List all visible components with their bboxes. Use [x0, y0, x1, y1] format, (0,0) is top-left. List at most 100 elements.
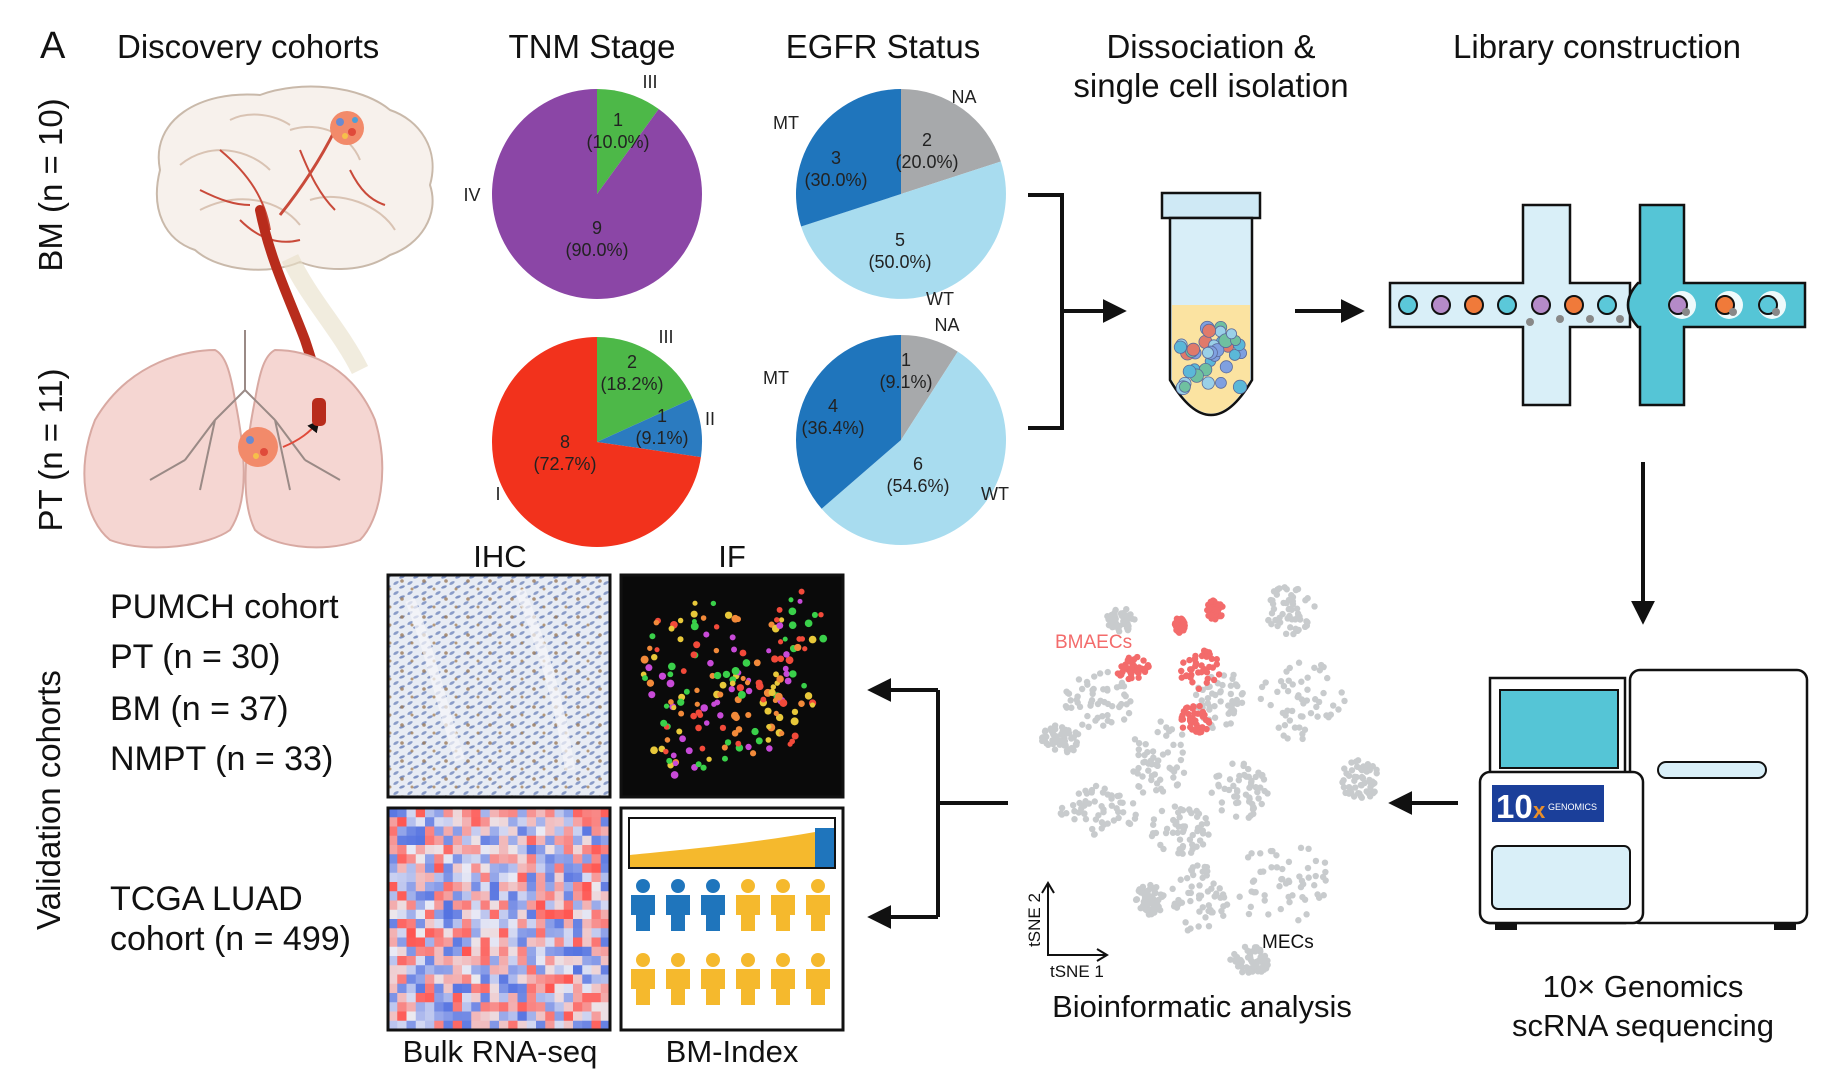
heat-cell [489, 928, 500, 938]
tsne-dot [1322, 877, 1329, 884]
heat-cell [508, 845, 518, 855]
if-cell [713, 624, 720, 630]
heat-cell [554, 891, 565, 901]
egfr_pt-slice-label-2: MT [763, 368, 789, 388]
heat-cell [462, 891, 472, 901]
tsne-dot [1275, 724, 1282, 731]
if-cell [724, 611, 733, 619]
if-cell [791, 708, 799, 716]
heat-cell [388, 854, 398, 864]
heat-cell [573, 872, 583, 883]
tsne-dot [1058, 804, 1066, 812]
tsne-dot [1261, 892, 1268, 899]
heat-cell [563, 965, 574, 975]
tsne-dot [1091, 798, 1098, 805]
person-body [771, 969, 795, 1005]
heat-cell [517, 900, 528, 911]
tsne-dot [1339, 779, 1346, 786]
tsne-dot [1108, 802, 1116, 809]
tsne-dot [1176, 836, 1184, 843]
heat-cell [573, 919, 583, 929]
egfr_bm-slice-label-0: NA [951, 87, 976, 107]
heat-cell [397, 928, 407, 938]
heat-cell [508, 909, 518, 920]
tsne-dot [1366, 776, 1373, 784]
if-cell [742, 659, 751, 667]
heat-cell [397, 965, 407, 975]
heat-cell [425, 983, 435, 994]
if-cell [760, 696, 767, 703]
tsne-dot [1238, 691, 1246, 698]
tsne-dot [1342, 789, 1349, 797]
if-cell [789, 670, 797, 678]
heat-cell [406, 854, 417, 864]
heat-cell [600, 826, 611, 837]
person-body [736, 969, 760, 1005]
if-cell [779, 699, 788, 707]
tsne-dot [1145, 887, 1152, 894]
heat-cell [434, 826, 444, 837]
tsne-dot [1179, 828, 1187, 836]
tsne-dot [1196, 825, 1203, 833]
heat-cell [443, 854, 454, 864]
tsne-dot [1226, 776, 1234, 783]
bm-side-label: BM (n = 10) [32, 98, 69, 271]
tsne-dot [1289, 681, 1296, 688]
heat-cell [415, 872, 426, 883]
tsne-dot-bmaec [1141, 668, 1149, 676]
if-cell [794, 643, 802, 652]
tsne-dot [1189, 831, 1196, 839]
heat-cell [582, 1002, 592, 1012]
heat-cell [499, 983, 509, 994]
tsne-dot [1341, 697, 1348, 705]
if-cell [710, 600, 717, 607]
tsne-dot [1076, 799, 1083, 807]
heat-cell [452, 1002, 463, 1012]
tsne-dot-bmaec [1178, 674, 1185, 681]
tsne-dot-bmaec [1204, 717, 1212, 725]
if-cell [719, 724, 727, 732]
heat-cell [471, 909, 481, 920]
heat-cell [554, 817, 565, 827]
tsne-dot [1304, 619, 1311, 626]
heat-cell [563, 1011, 574, 1022]
heat-cell [499, 1002, 509, 1012]
tsne-dot [1188, 883, 1195, 890]
heat-cell [573, 1002, 583, 1012]
heat-cell [406, 882, 417, 892]
person-head [671, 879, 685, 893]
egfr_bm-slice-0 [901, 89, 1001, 194]
pie-charts: 1(10.0%)III9(90.0%)IV2(18.2%)III1(9.1%)I… [463, 72, 1009, 547]
heat-cell [471, 919, 481, 929]
heat-cell [536, 1011, 546, 1022]
heat-cell [536, 946, 546, 957]
heat-cell [489, 882, 500, 892]
if-cell [695, 761, 702, 768]
tsne-dot [1056, 737, 1064, 744]
heat-cell [425, 993, 435, 1003]
heat-cell [480, 974, 491, 985]
tsne-dot [1065, 730, 1072, 737]
tsne-dot [1295, 917, 1302, 924]
heat-cell [388, 983, 398, 994]
heat-cell [415, 882, 426, 892]
logo-x: x [1533, 798, 1546, 823]
tsne-dot-bmaec [1178, 667, 1185, 675]
heat-cell [526, 826, 537, 837]
heat-cell [526, 1020, 537, 1031]
heat-cell [508, 956, 518, 966]
tsne-dot-bmaec [1203, 653, 1210, 660]
tsne-dot [1220, 672, 1228, 679]
tsne-dot [1108, 702, 1116, 710]
heat-cell [388, 872, 398, 883]
heat-cell [499, 919, 509, 929]
if-cell [660, 719, 668, 727]
heat-cell [517, 882, 528, 892]
tsne-dot [1123, 701, 1130, 708]
if-cell [666, 757, 673, 764]
heat-cell [406, 956, 417, 966]
tsne-dot [1157, 785, 1165, 793]
heat-cell [563, 882, 574, 892]
tsne-dot [1117, 799, 1124, 806]
tsne-dot [1295, 626, 1302, 634]
